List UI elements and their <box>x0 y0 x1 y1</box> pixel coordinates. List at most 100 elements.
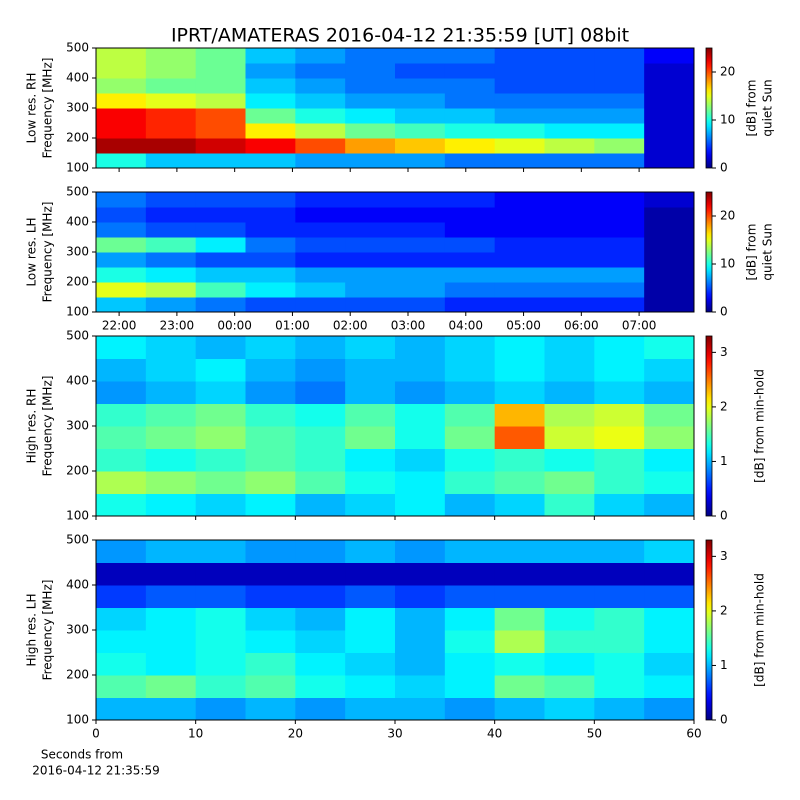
heatmap-cell <box>295 675 346 698</box>
heatmap-cell <box>195 252 246 268</box>
colorbar <box>705 191 713 313</box>
heatmap-cell <box>145 108 197 124</box>
heatmap-cell <box>295 585 346 608</box>
heatmap-cell <box>345 108 396 124</box>
heatmap-cell <box>345 607 396 631</box>
heatmap-cell <box>245 358 296 382</box>
heatmap-cell <box>594 471 645 494</box>
heatmap-cell <box>494 48 545 64</box>
heatmap-cell <box>145 222 197 238</box>
heatmap-cell <box>245 562 296 586</box>
heatmap-cell <box>644 585 695 608</box>
heatmap-cell <box>345 562 396 586</box>
heatmap-cell <box>245 630 296 653</box>
heatmap-cell <box>195 108 246 124</box>
heatmap-cell <box>345 192 396 208</box>
heatmap-cell <box>245 78 296 94</box>
y-tick-label: 200 <box>66 668 89 682</box>
x-tick-label: 02:00 <box>333 319 368 333</box>
heatmap-cell <box>594 675 645 698</box>
heatmap-cell <box>195 138 246 154</box>
heatmap-cell <box>494 493 545 517</box>
heatmap-cell <box>444 108 496 124</box>
heatmap-cell <box>494 297 545 313</box>
heatmap-cell <box>395 153 446 169</box>
heatmap-cell <box>295 207 346 223</box>
heatmap-cell <box>395 78 446 94</box>
heatmap-cell <box>395 93 446 109</box>
heatmap-cell <box>395 237 446 253</box>
heatmap-cell <box>345 138 396 154</box>
heatmap-cell <box>195 675 246 698</box>
heatmap-cell <box>644 48 695 64</box>
heatmap-cell <box>295 426 346 449</box>
heatmap-cell <box>444 403 496 427</box>
heatmap-cell <box>245 540 296 563</box>
heatmap-cell <box>494 336 545 359</box>
heatmap-cell <box>195 448 246 472</box>
heatmap-cell <box>295 138 346 154</box>
heatmap-cell <box>594 108 645 124</box>
heatmap-cell <box>96 358 147 382</box>
heatmap-cell <box>644 403 695 427</box>
y-tick-label: 300 <box>66 419 89 433</box>
heatmap-cell <box>644 252 695 268</box>
heatmap-cell <box>345 282 396 298</box>
heatmap-cell <box>145 652 197 676</box>
heatmap-cell <box>145 675 197 698</box>
heatmap-cell <box>444 48 496 64</box>
heatmap-cell <box>544 471 595 494</box>
heatmap-cell <box>96 336 147 359</box>
heatmap-cell <box>145 297 197 313</box>
heatmap-cell <box>544 426 595 449</box>
heatmap-cell <box>444 297 496 313</box>
heatmap-cell <box>594 192 645 208</box>
heatmap-cell <box>145 138 197 154</box>
colorbar-label: quiet Sun <box>761 223 775 280</box>
heatmap-cell <box>444 697 496 721</box>
heatmap-cell <box>395 222 446 238</box>
heatmap-cell <box>395 108 446 124</box>
heatmap-cell <box>494 63 545 79</box>
heatmap-cell <box>544 493 595 517</box>
heatmap-cell <box>295 630 346 653</box>
heatmap-cell <box>594 562 645 586</box>
heatmap-cell <box>494 471 545 494</box>
heatmap-cell <box>145 630 197 653</box>
heatmap-cell <box>644 381 695 404</box>
heatmap-cell <box>145 123 197 139</box>
heatmap-cell <box>594 697 645 721</box>
heatmap-cell <box>544 63 595 79</box>
heatmap-cell <box>245 207 296 223</box>
heatmap-cell <box>345 630 396 653</box>
heatmap-cell <box>96 381 147 404</box>
heatmap-cell <box>644 153 695 169</box>
heatmap-cell <box>544 237 595 253</box>
heatmap-cell <box>245 282 296 298</box>
heatmap-cell <box>195 585 246 608</box>
heatmap-cell <box>295 222 346 238</box>
heatmap-cell <box>295 192 346 208</box>
heatmap-cell <box>295 336 346 359</box>
heatmap-cell <box>644 108 695 124</box>
heatmap-cell <box>245 675 296 698</box>
heatmap-cell <box>644 630 695 653</box>
heatmap-cell <box>245 123 296 139</box>
heatmap-cell <box>145 540 197 563</box>
heatmap-cell <box>195 282 246 298</box>
heatmap-cell <box>295 78 346 94</box>
heatmap-cell <box>494 123 545 139</box>
heatmap-cell <box>96 93 147 109</box>
heatmap-cell <box>395 675 446 698</box>
heatmap-cell <box>96 252 147 268</box>
heatmap-cell <box>544 252 595 268</box>
heatmap-cell <box>195 93 246 109</box>
y-tick-label: 400 <box>66 578 89 592</box>
heatmap-cell <box>96 153 147 169</box>
x-tick-label: 07:00 <box>622 319 657 333</box>
heatmap-cell <box>494 607 545 631</box>
heatmap-cell <box>345 358 396 382</box>
heatmap-cell <box>195 63 246 79</box>
heatmap-cell <box>644 138 695 154</box>
heatmap-cell <box>644 448 695 472</box>
